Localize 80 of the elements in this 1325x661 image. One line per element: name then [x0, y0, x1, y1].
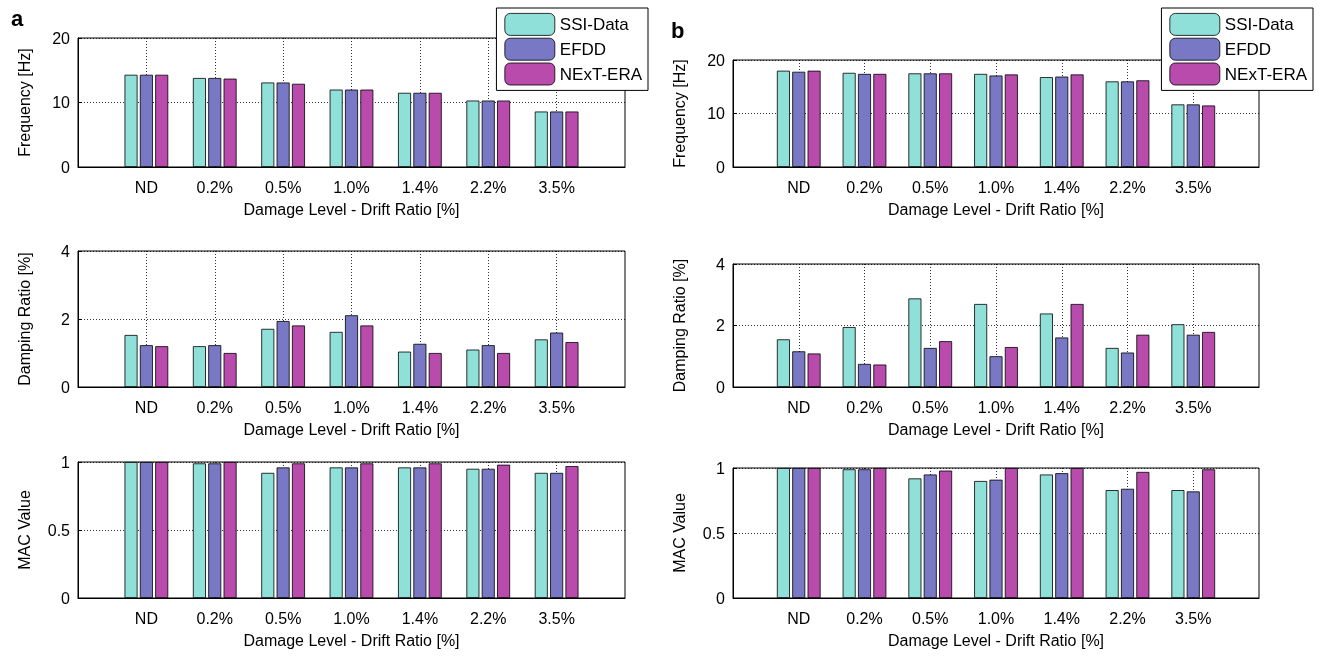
y-tick-label: 1: [716, 459, 726, 477]
x-tick-label: 3.5%: [1175, 178, 1212, 196]
x-tick-label: 1.4%: [401, 178, 439, 196]
chart-title: a: [11, 5, 24, 31]
y-tick-label: 0: [61, 589, 71, 607]
y-tick-label: 2: [716, 317, 726, 334]
x-tick-label: ND: [134, 178, 158, 196]
x-tick-label: 1.0%: [977, 398, 1015, 416]
y-tick-label: 2: [61, 310, 71, 328]
chart-title: b: [671, 17, 685, 43]
x-axis-title: Damage Level - Drift Ratio [%]: [887, 420, 1105, 438]
y-tick-label: 20: [52, 29, 71, 47]
y-tick-label: 10: [52, 94, 71, 111]
x-tick-label: 1.0%: [977, 609, 1015, 627]
y-tick-label: 0: [716, 158, 726, 176]
x-axis-title: Damage Level - Drift Ratio [%]: [243, 420, 460, 438]
x-tick-label: ND: [787, 178, 811, 196]
y-tick-label: 0.5: [47, 521, 71, 539]
y-tick-label: 0: [61, 158, 71, 176]
y-axis-title: Damping Ratio [%]: [670, 258, 688, 393]
y-axis-title: MAC Value: [15, 490, 33, 570]
y-tick-label: 1: [61, 453, 71, 471]
legend-label: SSI-Data: [559, 14, 630, 34]
y-axis-title: Frequency [Hz]: [15, 48, 33, 157]
x-tick-label: ND: [787, 609, 811, 627]
x-tick-label: ND: [134, 609, 158, 627]
x-tick-label: 2.2%: [470, 609, 507, 627]
x-tick-label: 0.5%: [264, 609, 302, 627]
y-axis-title: Damping Ratio [%]: [15, 252, 33, 386]
y-tick-label: 0: [716, 378, 726, 396]
x-tick-label: 1.4%: [401, 609, 439, 627]
x-tick-label: 3.5%: [538, 178, 575, 196]
x-tick-label: ND: [787, 398, 811, 416]
x-tick-label: 3.5%: [1175, 609, 1212, 627]
legend-label: SSI-Data: [1224, 14, 1295, 34]
y-tick-label: 10: [707, 105, 726, 122]
x-tick-label: 2.2%: [1109, 178, 1146, 196]
x-tick-label: 1.0%: [333, 609, 370, 627]
legend-label: NExT-ERA: [1224, 64, 1308, 84]
x-tick-label: 0.5%: [912, 398, 949, 416]
y-tick-label: 0.5: [702, 524, 726, 542]
x-tick-label: 1.0%: [333, 398, 370, 416]
x-axis-title: Damage Level - Drift Ratio [%]: [887, 631, 1105, 649]
x-tick-label: 1.4%: [1043, 178, 1080, 196]
x-tick-label: 0.5%: [264, 178, 302, 196]
x-tick-label: 2.2%: [470, 178, 507, 196]
x-tick-label: 2.2%: [1109, 398, 1146, 416]
x-axis-title: Damage Level - Drift Ratio [%]: [243, 200, 460, 218]
x-tick-label: 3.5%: [538, 609, 575, 627]
x-tick-label: 1.0%: [333, 178, 370, 196]
x-tick-label: 0.2%: [196, 178, 233, 196]
x-tick-label: 1.4%: [401, 398, 439, 416]
x-tick-label: 0.5%: [912, 609, 949, 627]
y-tick-label: 4: [61, 242, 71, 260]
y-tick-label: 0: [61, 378, 71, 396]
x-tick-label: 2.2%: [1109, 609, 1146, 627]
x-tick-label: 3.5%: [1175, 398, 1212, 416]
y-tick-label: 20: [707, 51, 726, 69]
x-tick-label: 2.2%: [470, 398, 507, 416]
x-tick-label: ND: [134, 398, 158, 416]
x-tick-label: 1.4%: [1043, 398, 1080, 416]
y-axis-title: MAC Value: [670, 493, 688, 573]
x-tick-label: 1.0%: [977, 178, 1015, 196]
legend-label: EFDD: [559, 39, 607, 59]
legend-label: EFDD: [1224, 39, 1272, 59]
x-tick-label: 0.2%: [196, 398, 233, 416]
y-tick-label: 4: [716, 255, 726, 273]
x-tick-label: 1.4%: [1043, 609, 1080, 627]
x-axis-title: Damage Level - Drift Ratio [%]: [243, 631, 460, 649]
y-tick-label: 0: [716, 589, 726, 607]
x-tick-label: 0.5%: [264, 398, 302, 416]
legend-label: NExT-ERA: [559, 64, 643, 84]
x-tick-label: 0.2%: [846, 609, 883, 627]
x-tick-label: 0.2%: [196, 609, 233, 627]
y-axis-title: Frequency [Hz]: [670, 59, 688, 168]
x-tick-label: 0.5%: [912, 178, 949, 196]
x-axis-title: Damage Level - Drift Ratio [%]: [887, 200, 1105, 218]
x-tick-label: 3.5%: [538, 398, 575, 416]
x-tick-label: 0.2%: [846, 178, 883, 196]
x-tick-label: 0.2%: [846, 398, 883, 416]
